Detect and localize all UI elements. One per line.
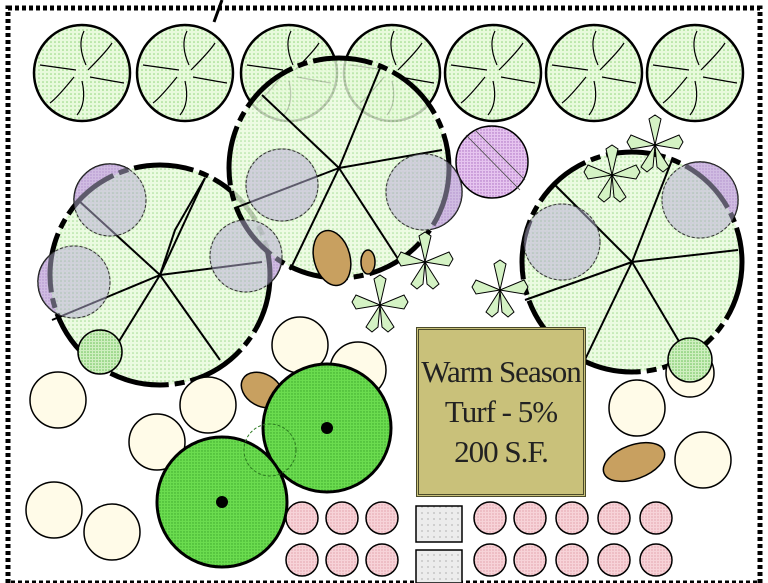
specimen-trees — [155, 362, 393, 569]
underplanting-overlay — [37, 148, 739, 319]
turf-percent-label: Turf - 5% — [444, 394, 558, 429]
star-perennials — [351, 114, 684, 333]
property-line — [5, 5, 763, 583]
pinwheel-tree — [544, 23, 644, 123]
rose-groundcover — [285, 501, 673, 577]
turf-type-label: Warm Season — [421, 354, 582, 389]
pinwheel-tree — [645, 23, 745, 123]
white-flower-shrubs — [25, 316, 732, 561]
turf-area-label: Warm Season Turf - 5% 200 S.F. — [416, 327, 586, 497]
pinwheel-tree — [135, 23, 235, 123]
pinwheel-tree — [443, 23, 543, 123]
pinwheel-tree — [32, 23, 132, 123]
turf-area-label-text: 200 S.F. — [454, 434, 549, 469]
north-arrow — [212, 0, 224, 23]
paver-stones — [415, 505, 463, 583]
